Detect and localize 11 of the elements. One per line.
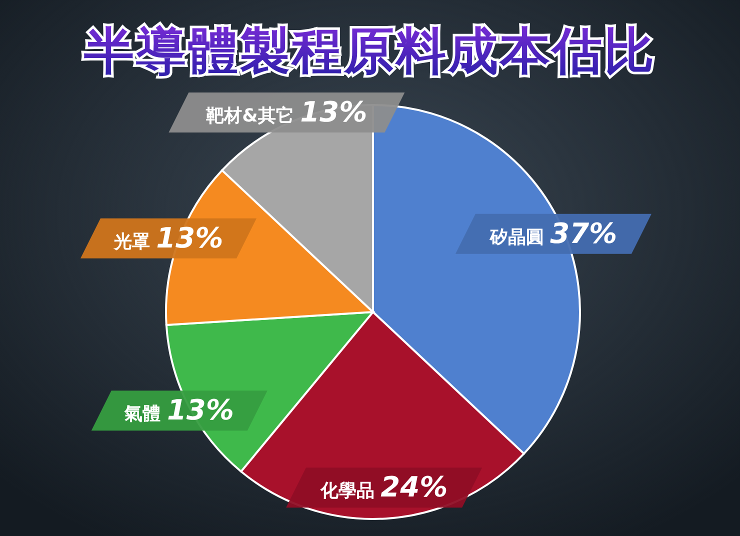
data-label: 24% [380,470,448,504]
data-label: 37% [550,216,618,250]
slice-label: 靶材&其它 [205,106,300,127]
slice-label: 光罩 [112,231,156,252]
slice-label: 矽晶圓 [488,226,550,248]
slice-label: 氣體 [124,404,167,425]
chart-title: 半導體製程原料成本估比 [83,22,656,80]
slice-label: 化學品 [319,480,381,502]
data-label: 13% [166,394,234,427]
data-label: 13% [300,96,368,129]
data-label: 13% [156,221,224,254]
